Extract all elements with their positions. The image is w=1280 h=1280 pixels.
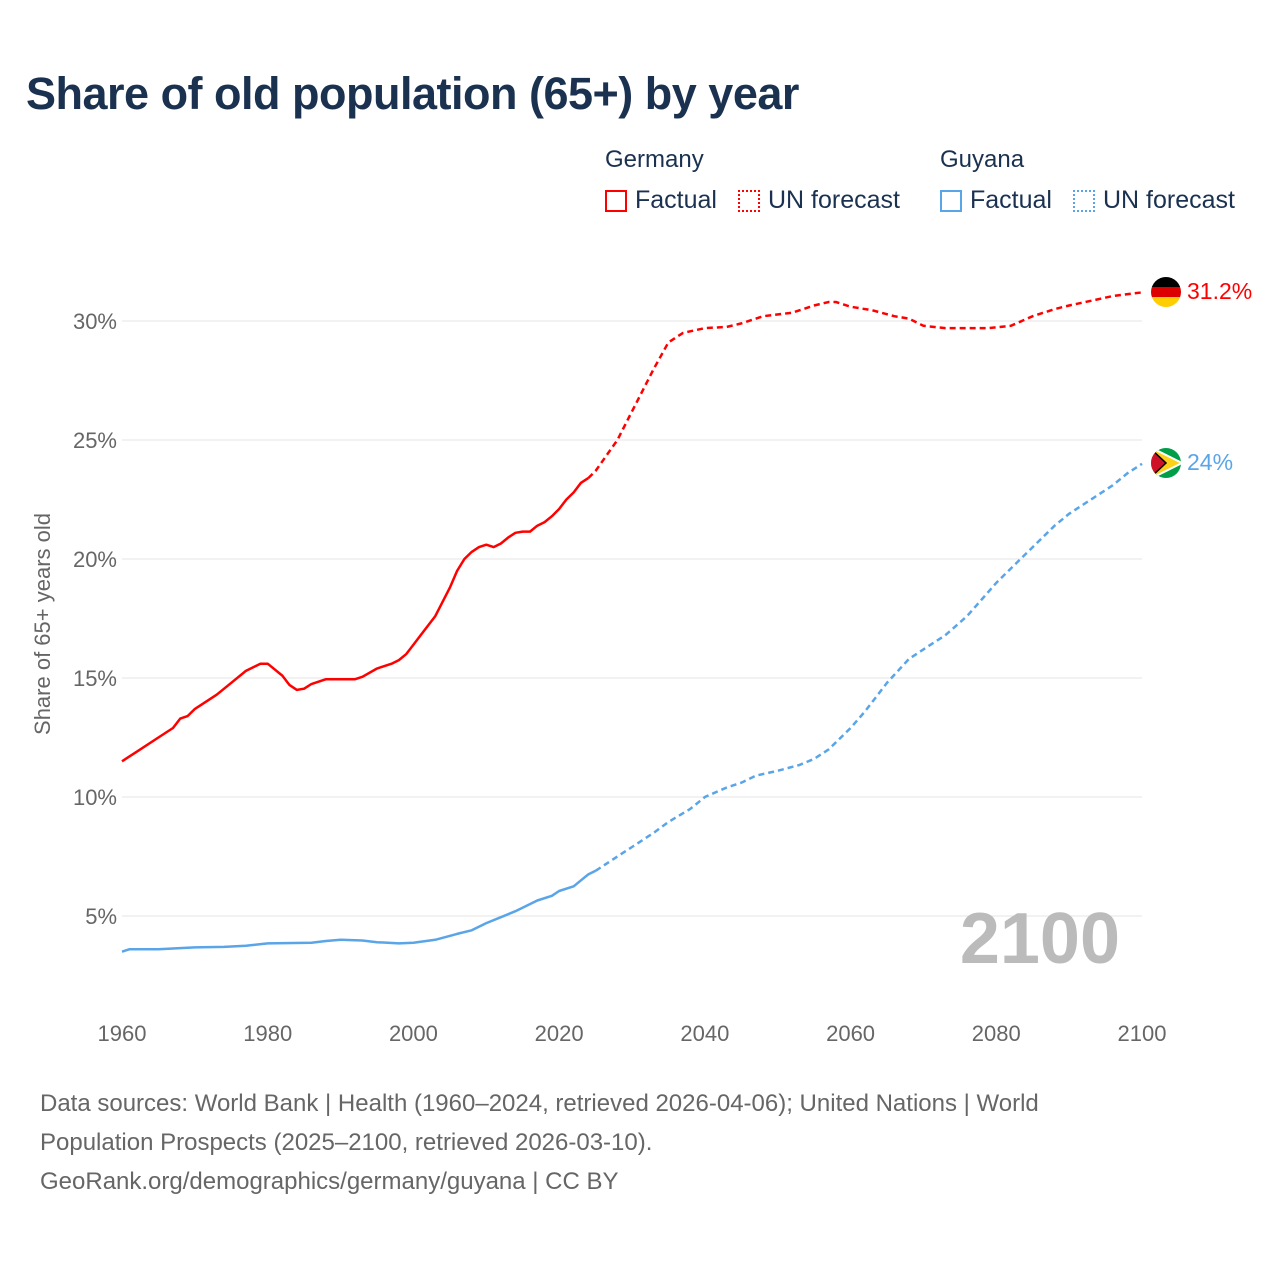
x-tick-label: 2060 xyxy=(826,1021,875,1046)
x-tick-label: 2020 xyxy=(535,1021,584,1046)
y-tick-label: 30% xyxy=(73,309,117,334)
x-tick-label: 2040 xyxy=(680,1021,729,1046)
dotted-swatch-icon xyxy=(738,189,760,212)
legend-germany-factual[interactable]: Factual xyxy=(605,186,717,215)
legend-germany-forecast[interactable]: UN forecast xyxy=(738,186,900,215)
legend-guyana-forecast[interactable]: UN forecast xyxy=(1073,186,1235,215)
x-tick-label: 2000 xyxy=(389,1021,438,1046)
legend-label: Factual xyxy=(635,186,717,214)
legend-guyana-factual[interactable]: Factual xyxy=(940,186,1052,215)
germany-factual-line xyxy=(121,477,589,763)
y-tick-label: 5% xyxy=(85,904,117,929)
year-watermark: 2100 xyxy=(960,899,1120,979)
source-link[interactable]: GeoRank.org/demographics/germany/guyana … xyxy=(40,1168,619,1195)
y-tick-label: 15% xyxy=(73,666,117,691)
legend-label: Factual xyxy=(970,186,1052,214)
legend-label: UN forecast xyxy=(768,186,900,214)
x-tick-label: 1980 xyxy=(243,1021,292,1046)
legend-germany-heading: Germany xyxy=(605,146,704,173)
solid-swatch-icon xyxy=(940,189,962,212)
guyana-factual-line xyxy=(121,869,597,953)
legend-guyana-heading: Guyana xyxy=(940,146,1025,173)
guyana-end-label: 24% xyxy=(1187,449,1233,475)
germany-end-label: 31.2% xyxy=(1187,278,1252,304)
dotted-swatch-icon xyxy=(1073,189,1095,212)
x-tick-label: 1960 xyxy=(98,1021,147,1046)
solid-swatch-icon xyxy=(605,189,627,212)
legend-label: UN forecast xyxy=(1103,186,1235,214)
germany-forecast-line xyxy=(587,291,1143,479)
chart-title: Share of old population (65+) by year xyxy=(26,68,799,119)
y-tick-label: 10% xyxy=(73,785,117,810)
x-tick-label: 2100 xyxy=(1118,1021,1167,1046)
guyana-flag-icon xyxy=(1151,448,1181,478)
source-line-2: Population Prospects (2025–2100, retriev… xyxy=(40,1129,653,1156)
y-tick-label: 20% xyxy=(73,547,117,572)
guyana-forecast-line xyxy=(594,462,1143,872)
y-axis-label: Share of 65+ years old xyxy=(30,513,55,735)
germany-flag-icon xyxy=(1151,277,1181,307)
y-tick-label: 25% xyxy=(73,428,117,453)
source-line-1: Data sources: World Bank | Health (1960–… xyxy=(40,1090,1039,1117)
x-tick-label: 2080 xyxy=(972,1021,1021,1046)
